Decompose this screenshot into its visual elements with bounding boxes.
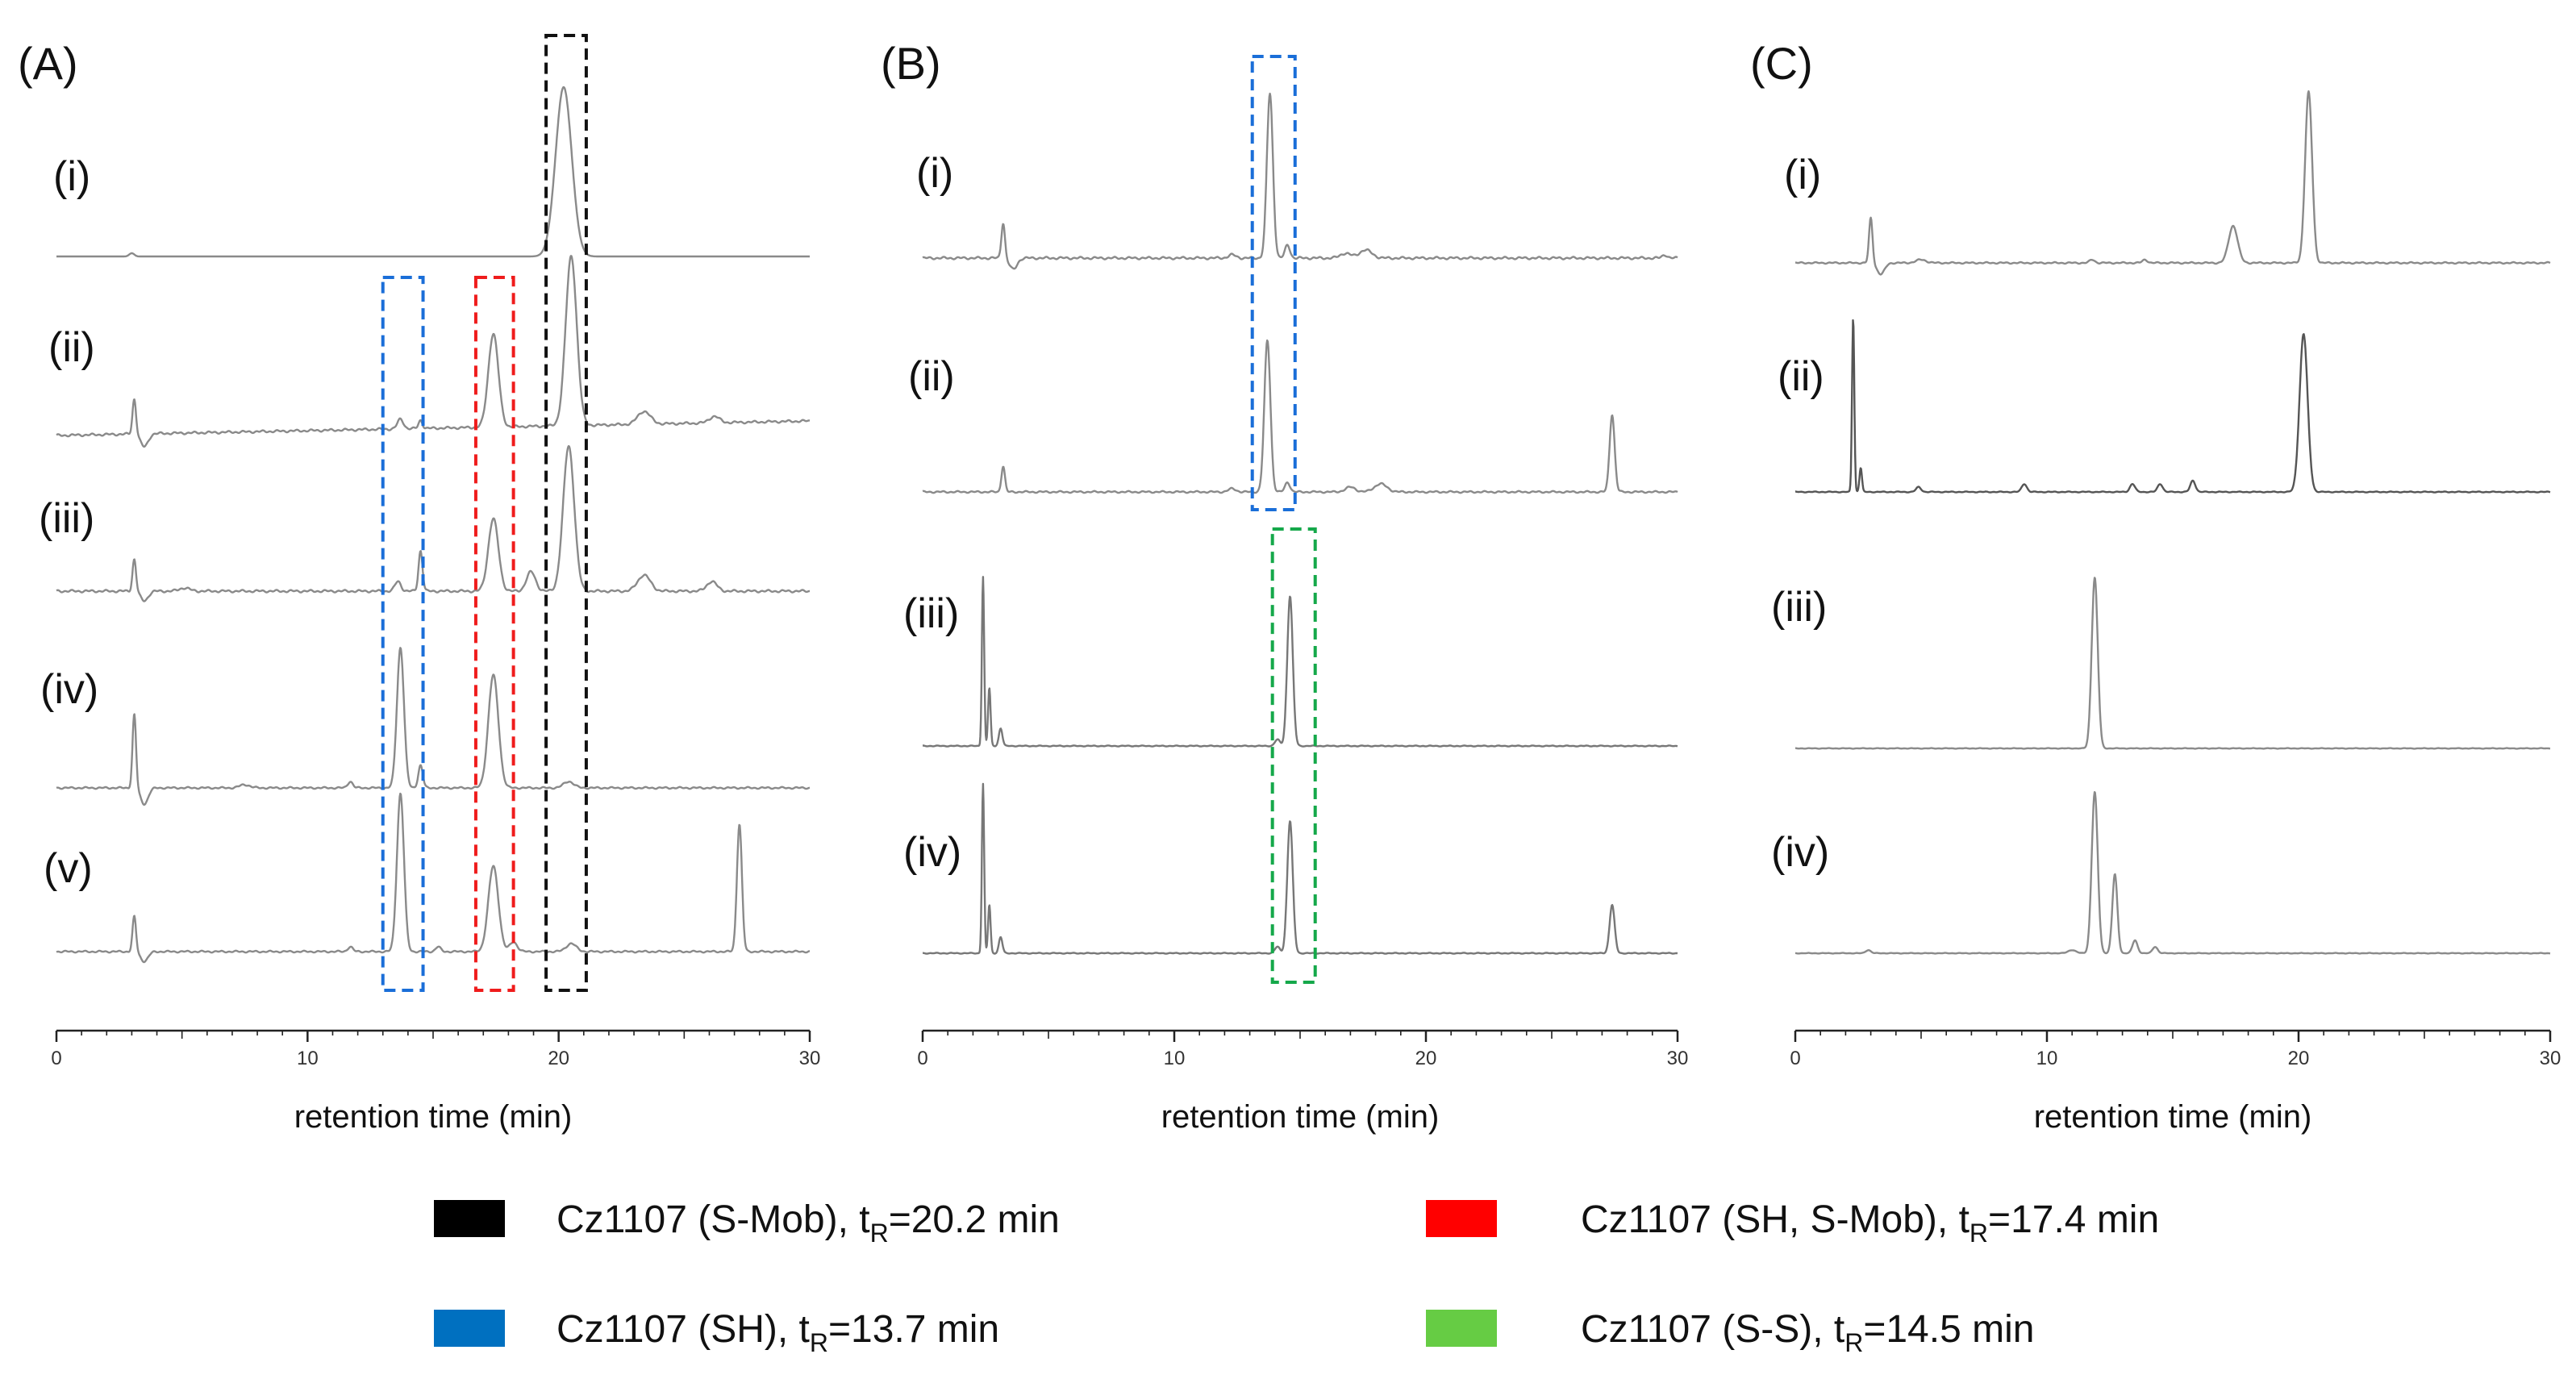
legend-swatch (1426, 1310, 1497, 1347)
trace-label: (iv) (903, 829, 961, 876)
x-tick-label: 10 (2036, 1048, 2058, 1069)
panel-c: (C) (i) (ii) (iii) (iv) 0 10 20 30 retention time… (1750, 38, 2561, 1135)
trace-label: (iv) (1771, 829, 1829, 876)
chromatogram-trace (922, 782, 1678, 955)
trace-label: (i) (916, 150, 953, 197)
trace-label: (ii) (48, 324, 95, 371)
legend-entry: Cz1107 (S-S), tR=14.5 min (1581, 1308, 2034, 1357)
chromatogram-trace (56, 792, 811, 964)
chromatogram-trace (1794, 577, 2551, 750)
x-tick-label: 10 (1164, 1048, 1186, 1069)
peak-highlight-box (473, 276, 515, 992)
x-tick-label: 20 (1415, 1048, 1437, 1069)
panel-label: (C) (1750, 38, 1813, 89)
x-axis-title: retention time (min) (294, 1099, 573, 1135)
chromatogram-trace (1794, 90, 2551, 276)
chromatogram-trace (56, 85, 811, 258)
legend-swatch (434, 1310, 505, 1347)
x-tick-label: 30 (2540, 1048, 2561, 1069)
trace-label: (iii) (1771, 584, 1827, 631)
x-tick-label: 20 (548, 1048, 569, 1069)
chromatogram-trace (1794, 791, 2551, 955)
trace-label: (ii) (1778, 353, 1824, 400)
chromatogram-trace (922, 576, 1678, 748)
x-axis-title: retention time (min) (2034, 1099, 2312, 1135)
panel-a: (A) (i) (ii) (iii) (iv) (v) 0 10 20 30 retention t… (18, 34, 821, 1135)
legend-entry: Cz1107 (SH, S-Mob), tR=17.4 min (1581, 1198, 2159, 1248)
panel-label: (A) (18, 38, 78, 89)
legend-swatch (1426, 1200, 1497, 1237)
legend-swatch (434, 1200, 505, 1237)
trace-label: (i) (53, 153, 90, 200)
x-tick-label: 30 (799, 1048, 821, 1069)
legend-entry: Cz1107 (S-Mob), tR=20.2 min (556, 1198, 1060, 1248)
panel-label: (B) (881, 38, 941, 89)
chromatogram-trace (56, 255, 811, 448)
trace-label: (iv) (40, 666, 98, 713)
x-axis-title: retention time (min) (1161, 1099, 1440, 1135)
peak-highlight-box (381, 276, 425, 992)
x-tick-label: 0 (51, 1048, 61, 1069)
chromatogram-trace (56, 444, 811, 602)
chromatogram-trace (922, 339, 1678, 494)
trace-label: (ii) (908, 353, 955, 400)
peak-highlight-box (544, 34, 588, 992)
peak-highlight-box (1270, 527, 1317, 984)
chromatogram-trace (1794, 319, 2551, 494)
chromatogram-trace (56, 647, 811, 806)
x-tick-label: 10 (297, 1048, 319, 1069)
legend: Cz1107 (S-Mob), tR=20.2 min Cz1107 (SH, S… (434, 1198, 2159, 1357)
x-tick-label: 30 (1667, 1048, 1689, 1069)
x-tick-label: 20 (2288, 1048, 2310, 1069)
trace-label: (v) (44, 845, 93, 892)
chromatogram-trace (922, 92, 1678, 270)
peak-highlight-box (1250, 55, 1297, 511)
trace-label: (iii) (903, 590, 959, 637)
x-tick-label: 0 (1790, 1048, 1800, 1069)
legend-entry: Cz1107 (SH), tR=13.7 min (556, 1308, 999, 1357)
trace-label: (iii) (39, 495, 94, 542)
trace-label: (i) (1784, 152, 1821, 198)
x-tick-label: 0 (917, 1048, 927, 1069)
panel-b: (B) (i) (ii) (iii) (iv) 0 10 20 30 retention time… (881, 38, 1688, 1135)
